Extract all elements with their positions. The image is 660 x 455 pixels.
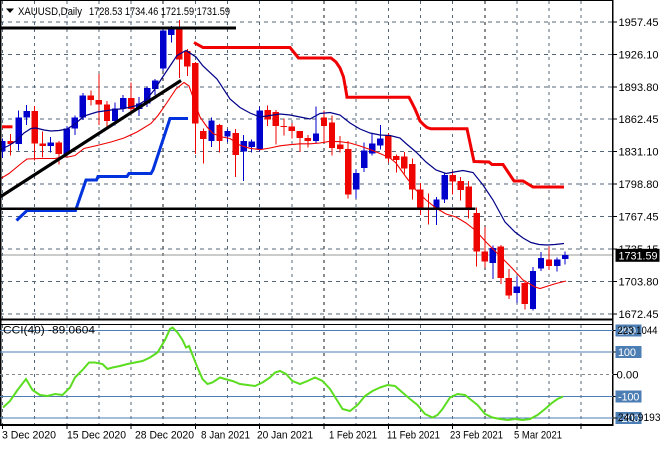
- svg-text:1703.80: 1703.80: [619, 276, 659, 288]
- svg-text:8 Jan 2021: 8 Jan 2021: [201, 430, 250, 442]
- svg-text:1926.10: 1926.10: [619, 49, 659, 61]
- svg-text:XAUUSD,Daily: XAUUSD,Daily: [18, 6, 82, 18]
- svg-text:1 Feb 2021: 1 Feb 2021: [329, 430, 377, 442]
- svg-text:1893.80: 1893.80: [619, 82, 659, 94]
- svg-text:1831.10: 1831.10: [619, 147, 659, 159]
- svg-text:11 Feb 2021: 11 Feb 2021: [387, 430, 440, 442]
- svg-text:-100: -100: [618, 392, 639, 404]
- svg-text:100: 100: [618, 347, 636, 359]
- svg-text:15 Dec 2020: 15 Dec 2020: [67, 430, 126, 442]
- svg-text:3 Dec 2020: 3 Dec 2020: [2, 430, 56, 442]
- svg-text:1672.45: 1672.45: [619, 309, 659, 321]
- svg-text:-240.9193: -240.9193: [615, 412, 660, 424]
- svg-text:1731.59: 1731.59: [619, 250, 658, 262]
- svg-text:223.1044: 223.1044: [618, 325, 658, 337]
- svg-text:1767.45: 1767.45: [619, 211, 659, 223]
- svg-text:20 Jan 2021: 20 Jan 2021: [257, 430, 313, 442]
- svg-text:28 Dec 2020: 28 Dec 2020: [135, 430, 194, 442]
- svg-text:0.00: 0.00: [617, 369, 639, 381]
- svg-text:1862.45: 1862.45: [619, 114, 659, 126]
- svg-text:CCI(40) -89.0604: CCI(40) -89.0604: [3, 325, 95, 337]
- svg-text:1798.80: 1798.80: [619, 179, 659, 191]
- svg-text:5 Mar 2021: 5 Mar 2021: [514, 430, 562, 442]
- svg-text:23 Feb 2021: 23 Feb 2021: [450, 430, 503, 442]
- svg-text:1728.53 1734.46 1721.59 1731.5: 1728.53 1734.46 1721.59 1731.59: [89, 6, 230, 18]
- svg-text:1957.45: 1957.45: [619, 17, 659, 29]
